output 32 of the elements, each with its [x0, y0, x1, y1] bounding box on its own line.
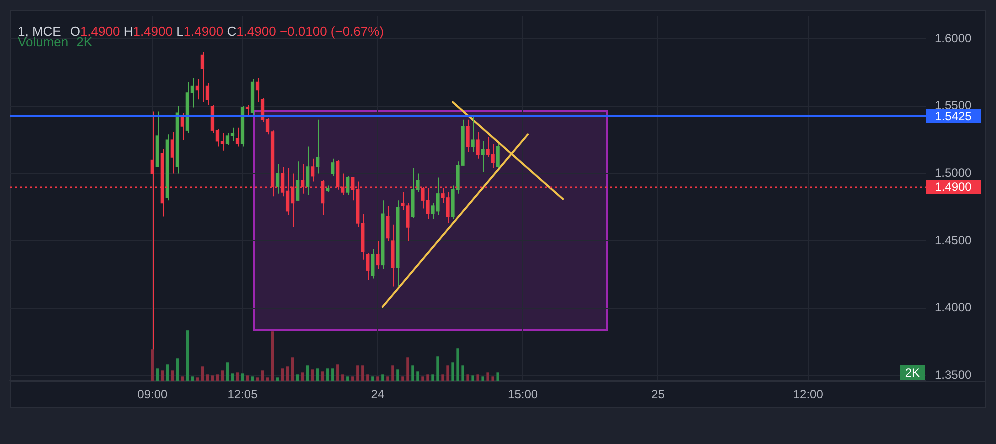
- x-tick-label: 25: [652, 388, 666, 402]
- x-tick-label: 12:00: [793, 388, 824, 402]
- bar: [482, 376, 484, 381]
- y-tick-label: 1.4000: [935, 300, 972, 315]
- ref-line-label: 1.4900: [935, 180, 972, 194]
- bar: [372, 376, 374, 381]
- bar: [181, 376, 184, 381]
- bar: [246, 376, 250, 381]
- x-tick-label: 15:00: [508, 388, 538, 402]
- bar: [346, 376, 350, 381]
- bar: [422, 376, 424, 381]
- bar: [492, 376, 494, 381]
- bar: [352, 376, 354, 381]
- bar: [276, 378, 280, 381]
- bar: [386, 376, 390, 381]
- bar: [251, 376, 254, 381]
- text: O1.4900 H1.4900 L1.4900 C1.4900 −0.0100 (−0.67%): [70, 24, 384, 39]
- bar: [196, 378, 200, 381]
- bar: [191, 376, 194, 381]
- y-tick-label: 1.6000: [935, 31, 972, 46]
- bar: [256, 378, 260, 381]
- x-tick-label: 09:00: [138, 388, 168, 402]
- x-tick-label: 24: [371, 388, 385, 402]
- bar: [211, 376, 214, 381]
- bar: [402, 376, 404, 381]
- bar: [472, 376, 474, 381]
- x-tick-label: 12:05: [228, 388, 258, 402]
- y-tick-label: 1.5000: [935, 166, 972, 180]
- bar: [266, 378, 270, 381]
- y-tick-label: 1.3500: [935, 368, 972, 382]
- bar: [376, 376, 380, 381]
- y-tick-label: 1.4500: [935, 233, 972, 248]
